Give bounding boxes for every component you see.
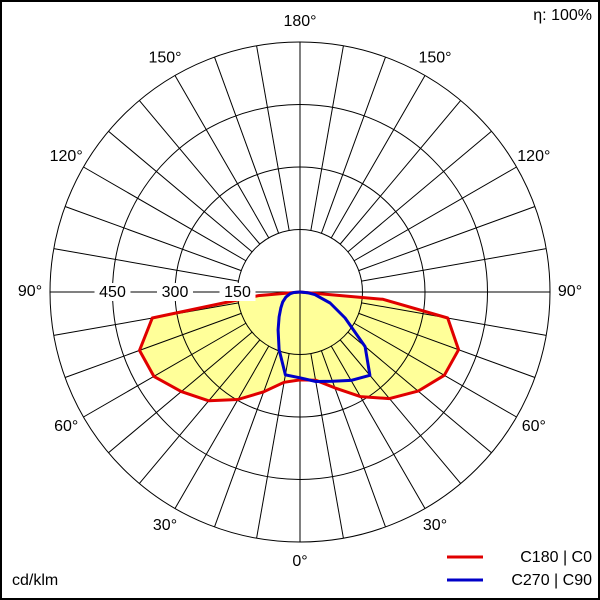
- legend-label: C270 | C90: [511, 572, 592, 589]
- angle-tick-label: 60°: [54, 418, 78, 435]
- angle-tick-label: 120°: [50, 148, 83, 165]
- spoke: [358, 312, 536, 378]
- angle-tick-label: 90°: [18, 283, 42, 300]
- spoke: [347, 331, 492, 454]
- spoke: [330, 75, 426, 239]
- spoke: [310, 45, 344, 231]
- angle-tick-label: 120°: [517, 148, 550, 165]
- r-tick-label: 150: [224, 284, 251, 301]
- labels: 150 300 450 180° 0° 150° 120° 90° 60° 30° 150° 120°…: [18, 13, 592, 589]
- angle-tick-label: 150°: [418, 49, 451, 66]
- spoke: [320, 56, 386, 234]
- curve: [276, 290, 372, 383]
- spoke: [83, 322, 247, 418]
- angle-tick-label: 30°: [153, 517, 177, 534]
- angle-tick-label: 30°: [423, 517, 447, 534]
- angle-tick-label: 90°: [558, 283, 582, 300]
- angle-tick-label: 150°: [148, 49, 181, 66]
- spoke: [83, 166, 247, 262]
- curve: [138, 290, 461, 403]
- spoke: [256, 45, 290, 231]
- spoke: [108, 130, 253, 253]
- legend-label: C180 | C0: [520, 549, 592, 566]
- r-tick-label: 450: [99, 284, 126, 301]
- spoke: [174, 75, 270, 239]
- angle-tick-label: 60°: [522, 418, 546, 435]
- r-label-bg: [219, 283, 256, 301]
- area: [139, 292, 459, 401]
- spoke: [330, 345, 426, 509]
- spoke: [64, 206, 242, 272]
- angle-tick-label: 180°: [283, 13, 316, 30]
- spoke: [214, 56, 280, 234]
- spoke: [353, 166, 517, 262]
- spoke: [256, 353, 290, 539]
- spoke: [174, 345, 270, 509]
- efficiency-label: η: 100%: [533, 7, 592, 24]
- spoke: [214, 350, 280, 528]
- spoke: [310, 353, 344, 539]
- r-tick-label: 300: [162, 284, 189, 301]
- spoke: [53, 302, 239, 336]
- spoke: [358, 206, 536, 272]
- spoke: [347, 130, 492, 253]
- spoke: [339, 339, 462, 484]
- spoke: [361, 248, 547, 282]
- spoke: [138, 100, 261, 245]
- r-label-bg: [94, 283, 131, 301]
- spoke: [138, 339, 261, 484]
- spoke: [64, 312, 242, 378]
- spoke: [339, 100, 462, 245]
- unit-label: cd/klm: [12, 572, 58, 589]
- spoke: [353, 322, 517, 418]
- r-label-bg: [157, 283, 193, 301]
- angle-tick-label: 0°: [292, 553, 307, 570]
- spoke: [53, 248, 239, 282]
- spoke: [361, 302, 547, 336]
- data: [139, 292, 459, 401]
